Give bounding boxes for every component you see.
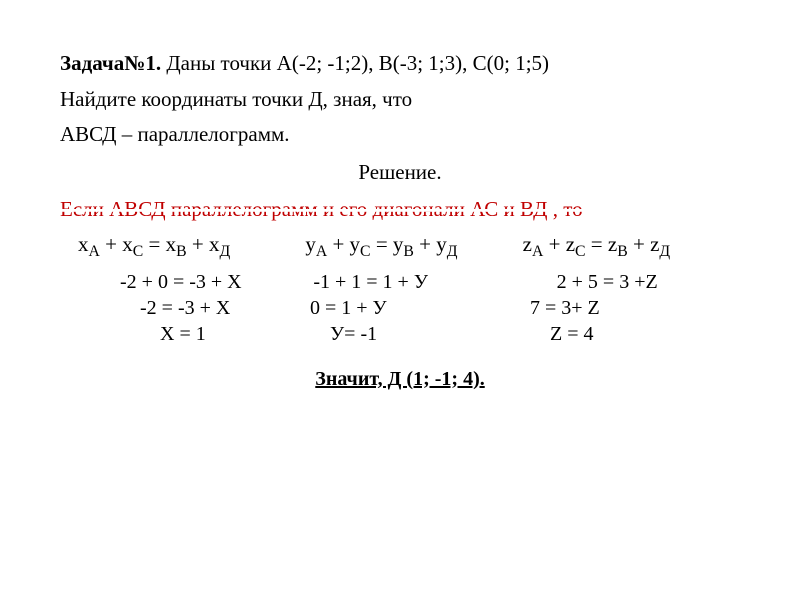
eq-z-d: z: [650, 232, 659, 256]
eq-z-c-sub: С: [575, 243, 586, 260]
eq-x-c: x: [122, 232, 133, 256]
eq-x-d-sub: Д: [219, 243, 230, 260]
eq-y-b-sub: В: [403, 243, 414, 260]
eq-y-a-sub: А: [316, 243, 327, 260]
solution-label: Решение.: [60, 157, 740, 189]
equals-1: =: [148, 232, 165, 256]
work-r1-z: 2 + 5 = 3 +Z: [497, 271, 740, 294]
work-row-1: -2 + 0 = -3 + Х -1 + 1 = 1 + У 2 + 5 = 3…: [60, 271, 740, 294]
work-r2-x: -2 = -3 + Х: [60, 297, 350, 320]
eq-y-b: y: [393, 232, 404, 256]
eq-z-a: z: [523, 232, 532, 256]
red-struck-text: Если АВСД параллелограмм и его диагонали…: [60, 197, 583, 221]
work-r2-z: 7 = 3+ Z: [520, 297, 740, 320]
equation-x: xА + xС = xВ + xД: [60, 232, 295, 261]
eq-y-d-sub: Д: [447, 243, 458, 260]
eq-x-b: x: [166, 232, 177, 256]
work-row-3: Х = 1 У= -1 Z = 4: [60, 323, 740, 346]
eq-x-b-sub: В: [176, 243, 187, 260]
equation-row: xА + xС = xВ + xД yА + yС = yВ + yД zА +…: [60, 232, 740, 261]
plus-4: +: [419, 232, 436, 256]
problem-title: Задача№1. Даны точки А(-2; -1;2), В(-3; …: [60, 48, 740, 80]
eq-x-a: x: [78, 232, 89, 256]
problem-label: Задача№1.: [60, 51, 161, 75]
equation-z: zА + zС = zВ + zД: [523, 232, 740, 261]
eq-x-c-sub: С: [133, 243, 144, 260]
eq-z-d-sub: Д: [659, 243, 670, 260]
work-r1-y: -1 + 1 = 1 + У: [303, 271, 496, 294]
work-r1-x: -2 + 0 = -3 + Х: [60, 271, 303, 294]
task-line-2: АВСД – параллелограмм.: [60, 119, 740, 151]
eq-z-a-sub: А: [532, 243, 543, 260]
eq-x-d: x: [209, 232, 220, 256]
work-r3-y: У= -1: [330, 323, 520, 346]
answer: Значит, Д (1; -1; 4).: [60, 368, 740, 391]
plus-1: +: [105, 232, 122, 256]
equals-2: =: [376, 232, 393, 256]
eq-z-b-sub: В: [617, 243, 628, 260]
eq-y-c-sub: С: [360, 243, 371, 260]
eq-y-a: y: [305, 232, 316, 256]
work-r3-z: Z = 4: [520, 323, 740, 346]
work-r3-x: Х = 1: [60, 323, 350, 346]
red-struck-note: Если АВСД параллелограмм и его диагонали…: [60, 194, 740, 226]
eq-z-c: z: [566, 232, 575, 256]
equals-3: =: [591, 232, 608, 256]
work-row-2: -2 = -3 + Х 0 = 1 + У 7 = 3+ Z: [60, 297, 740, 320]
eq-y-d: y: [436, 232, 447, 256]
plus-5: +: [549, 232, 566, 256]
plus-3: +: [332, 232, 349, 256]
eq-y-c: y: [350, 232, 361, 256]
eq-z-b: z: [608, 232, 617, 256]
work-r2-y: 0 = 1 + У: [310, 297, 520, 320]
plus-2: +: [192, 232, 209, 256]
task-line-1: Найдите координаты точки Д, зная, что: [60, 84, 740, 116]
equation-y: yА + yС = yВ + yД: [295, 232, 522, 261]
eq-x-a-sub: А: [89, 243, 100, 260]
plus-6: +: [633, 232, 650, 256]
problem-given: Даны точки А(-2; -1;2), В(-3; 1;3), С(0;…: [161, 51, 549, 75]
